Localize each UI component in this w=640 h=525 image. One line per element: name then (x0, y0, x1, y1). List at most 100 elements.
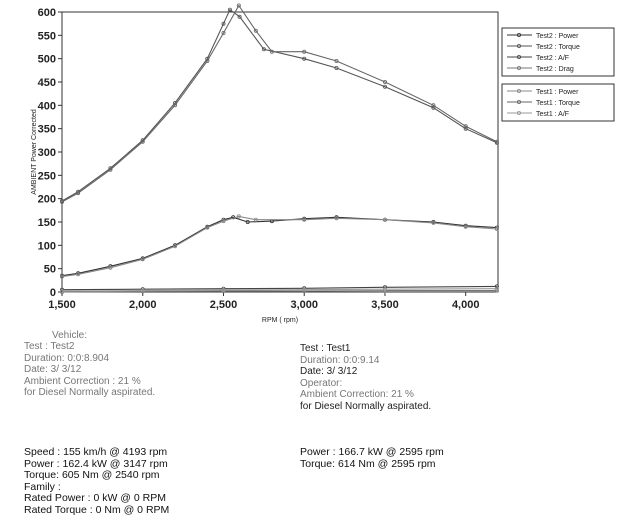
y-axis-label: AMBIENT Power Corrected (31, 109, 38, 195)
series-point (302, 56, 307, 61)
series-point (172, 244, 177, 249)
test1-info: Test : Test1 Duration: 0:0:9.14 Date: 3/… (300, 343, 431, 412)
y-tick-label: 500 (38, 54, 56, 66)
plot-area: 0 50 100 150 200 250 300 350 400 450 500 550 600 1,50… (31, 3, 499, 324)
result-torque-test1: Torque: 614 Nm @ 2595 rpm (300, 457, 436, 470)
series-point (382, 80, 387, 85)
series-point (431, 103, 436, 108)
result-rated-torque: Rated Torque : 0 Nm @ 0 RPM (24, 503, 170, 516)
series-point (108, 265, 113, 270)
test2-ambient: Ambient Correction : 21 % (24, 375, 141, 387)
series-point (172, 103, 177, 108)
series-point (205, 225, 210, 230)
x-tick-label: 3,500 (371, 299, 399, 311)
x-tick-label: 4,000 (452, 299, 480, 311)
series-point (334, 66, 339, 71)
y-tick-label: 450 (38, 77, 56, 89)
result-power-test1: Power : 166.7 kW @ 2595 rpm (300, 446, 444, 458)
series-point (302, 287, 307, 292)
legend-entry: Test1 : Power (536, 89, 579, 96)
y-tick-label: 250 (38, 170, 56, 182)
legend-marker (517, 66, 522, 71)
legend-entry: Test1 : A/F (536, 111, 569, 118)
series-point (463, 126, 468, 131)
series-line (61, 215, 497, 278)
test1-duration: Duration: 0:0:9.14 (300, 354, 380, 366)
series-point (494, 139, 499, 144)
legend-marker (517, 89, 522, 94)
series-point (245, 219, 250, 224)
x-tick-label: 1,500 (48, 299, 76, 311)
series-point (494, 226, 499, 231)
series-point (431, 105, 436, 110)
plot-frame (61, 11, 499, 293)
series-point (431, 220, 436, 225)
result-torque: Torque: 605 Nm @ 2540 rpm (24, 469, 160, 481)
legend: Test2 : Power Test2 : Torque Test2 : A/F Te… (501, 27, 615, 122)
series-point (76, 191, 81, 196)
test1-ambient: Ambient Correction: 21 % (300, 389, 414, 400)
series-line (61, 4, 498, 203)
series-point (237, 14, 242, 19)
series-point (60, 287, 65, 292)
series-point (140, 288, 145, 293)
legend-entry: Test2 : A/F (536, 55, 569, 62)
series-line (61, 285, 497, 291)
test2-duration: Duration: 0:0:8.904 (24, 352, 110, 364)
legend-entry: Test2 : Drag (536, 66, 574, 73)
series-point (60, 199, 65, 204)
result-rated-power: Rated Power : 0 kW @ 0 RPM (24, 492, 166, 504)
result-family: Family : (24, 480, 61, 493)
test1-test: Test : Test1 (300, 343, 351, 354)
series-point (382, 287, 387, 292)
series-point (463, 124, 468, 129)
series-point (494, 284, 499, 289)
series-line (61, 288, 497, 292)
x-tick-label: 3,000 (290, 299, 318, 311)
series-point (334, 216, 339, 221)
series-point (236, 3, 241, 8)
legend-marker (517, 33, 522, 38)
x-tick-label: 2,000 (129, 299, 157, 311)
test2-vehicle: Vehicle: (52, 330, 88, 341)
series-point (221, 21, 226, 26)
series-point (205, 59, 210, 64)
y-tick-label: 550 (38, 30, 56, 42)
test2-date: Date: 3/ 3/12 (24, 364, 82, 375)
series-point (221, 30, 226, 35)
legend-entry: Test2 : Torque (536, 44, 580, 51)
y-tick-label: 200 (38, 194, 56, 206)
y-tick-label: 400 (38, 100, 56, 112)
series-point (334, 59, 339, 64)
test2-info: Test : Test2 Duration: 0:0:8.904 Date: 3… (24, 341, 155, 399)
y-tick-label: 300 (38, 147, 56, 159)
series-point (76, 272, 81, 277)
series-line (61, 290, 497, 293)
series-point (494, 225, 499, 230)
y-tick-label: 100 (38, 240, 56, 252)
series-point (253, 28, 258, 33)
test1-operator: Operator: (300, 377, 343, 389)
series-point (227, 7, 232, 12)
legend-marker (517, 44, 522, 49)
series-point (108, 167, 113, 172)
test2-test: Test : Test2 (24, 341, 75, 352)
series-line (61, 216, 497, 277)
series-point (60, 289, 65, 294)
series-point (463, 224, 468, 229)
test2-normally: for Diesel Normally aspirated. (24, 387, 156, 398)
series-point (494, 286, 499, 291)
series-point (221, 288, 226, 293)
legend-entry: Test2 : Power (536, 33, 579, 40)
series-point (253, 217, 258, 222)
legend-marker (517, 55, 522, 60)
dyno-chart: 0 50 100 150 200 250 300 350 400 450 500 550 600 1,50… (31, 3, 615, 324)
series-point (382, 84, 387, 89)
y-tick-label: 350 (38, 124, 56, 136)
y-tick-label: 0 (50, 287, 56, 299)
result-power: Power : 162.4 kW @ 3147 rpm (24, 457, 168, 470)
y-tick-label: 50 (44, 264, 56, 276)
series-point (302, 217, 307, 222)
legend-entry: Test1 : Torque (536, 100, 580, 107)
legend-marker (517, 111, 522, 116)
